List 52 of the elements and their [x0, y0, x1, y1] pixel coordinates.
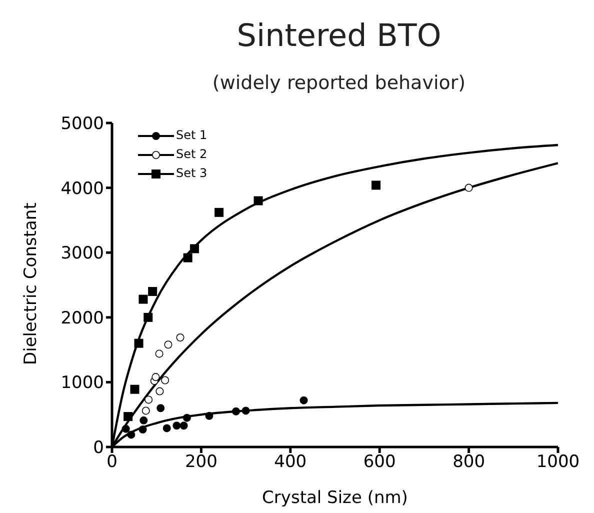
chart-title: Sintered BTO [236, 18, 442, 54]
point [156, 404, 165, 412]
point [140, 416, 148, 424]
point [182, 414, 191, 422]
point [190, 244, 200, 254]
chart-subtitle: (widely reported behavior) [211, 72, 467, 94]
y-tick-label: 5000 [60, 114, 104, 134]
point [138, 294, 148, 304]
point [372, 180, 381, 190]
point [122, 424, 130, 433]
x-tick-label: 800 [452, 452, 486, 472]
point [214, 208, 224, 217]
point [124, 412, 133, 422]
point [205, 412, 214, 420]
point [152, 373, 160, 382]
x-tick-label: 1000 [536, 452, 580, 472]
point [148, 286, 158, 296]
y-tick-label: 4000 [60, 178, 104, 199]
legend-label: Set 2 [176, 146, 208, 163]
legend-label: Set 1 [176, 127, 208, 144]
point [164, 340, 172, 349]
point [144, 312, 153, 322]
x-tick-label: 200 [184, 452, 218, 472]
point [464, 184, 473, 192]
point [180, 422, 188, 430]
point [176, 333, 184, 342]
legend-label: Set 3 [176, 165, 208, 182]
y-tick-label: 1000 [60, 373, 104, 394]
point [127, 430, 136, 439]
point [138, 426, 147, 434]
point [172, 422, 181, 430]
point [254, 196, 263, 206]
y-tick-label: 2000 [60, 308, 104, 328]
point [142, 406, 150, 415]
point [130, 384, 140, 394]
y-axis-title: Dielectric Constant [21, 202, 42, 365]
point [134, 338, 144, 348]
point [156, 387, 164, 396]
point [162, 424, 171, 432]
point [242, 406, 250, 415]
point [183, 253, 192, 262]
x-axis-title: Crystal Size (nm) [262, 488, 408, 508]
point [161, 376, 170, 384]
point [144, 396, 153, 404]
y-tick-label: 3000 [60, 244, 104, 264]
point [300, 396, 308, 404]
x-tick-label: 600 [363, 452, 396, 472]
x-tick-label: 0 [106, 452, 118, 472]
x-tick-label: 400 [274, 452, 307, 472]
point [232, 407, 240, 416]
point [155, 350, 164, 358]
y-tick-label: 0 [93, 438, 104, 458]
